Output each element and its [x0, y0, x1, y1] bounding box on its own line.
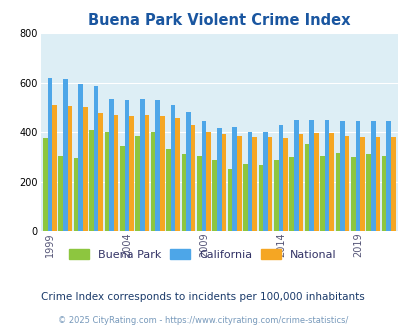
Bar	[278, 125, 282, 231]
Bar	[243, 164, 247, 231]
Bar	[144, 115, 149, 231]
Bar	[298, 135, 303, 231]
Bar	[119, 146, 124, 231]
Bar	[304, 145, 309, 231]
Bar	[181, 154, 185, 231]
Bar	[216, 128, 221, 231]
Bar	[267, 137, 272, 231]
Bar	[319, 155, 324, 231]
Bar	[335, 153, 339, 231]
Bar	[282, 138, 287, 231]
Bar	[262, 132, 267, 231]
Bar	[171, 105, 175, 231]
Bar	[98, 114, 103, 231]
Bar	[129, 116, 133, 231]
Bar	[370, 121, 375, 231]
Bar	[386, 121, 390, 231]
Bar	[309, 120, 313, 231]
Bar	[74, 158, 78, 231]
Bar	[94, 86, 98, 231]
Bar	[258, 165, 262, 231]
Bar	[104, 132, 109, 231]
Bar	[365, 154, 370, 231]
Bar	[289, 157, 293, 231]
Bar	[324, 120, 328, 231]
Bar	[252, 137, 256, 231]
Bar	[190, 125, 195, 231]
Bar	[359, 137, 364, 231]
Bar	[212, 160, 216, 231]
Bar	[52, 105, 57, 231]
Text: Crime Index corresponds to incidents per 100,000 inhabitants: Crime Index corresponds to incidents per…	[41, 292, 364, 302]
Bar	[150, 132, 155, 231]
Bar	[196, 155, 201, 231]
Bar	[237, 136, 241, 231]
Bar	[201, 121, 206, 231]
Bar	[113, 115, 118, 231]
Bar	[375, 137, 379, 231]
Bar	[78, 84, 83, 231]
Bar	[185, 112, 190, 231]
Bar	[293, 120, 298, 231]
Bar	[63, 79, 67, 231]
Bar	[166, 149, 171, 231]
Bar	[227, 169, 232, 231]
Legend: Buena Park, California, National: Buena Park, California, National	[69, 249, 336, 260]
Bar	[47, 78, 52, 231]
Bar	[160, 116, 164, 231]
Text: © 2025 CityRating.com - https://www.cityrating.com/crime-statistics/: © 2025 CityRating.com - https://www.city…	[58, 315, 347, 325]
Bar	[89, 130, 94, 231]
Bar	[135, 136, 140, 231]
Bar	[355, 121, 359, 231]
Bar	[155, 100, 160, 231]
Bar	[247, 132, 252, 231]
Bar	[43, 138, 47, 231]
Title: Buena Park Violent Crime Index: Buena Park Violent Crime Index	[88, 13, 350, 28]
Bar	[221, 135, 226, 231]
Bar	[344, 136, 349, 231]
Bar	[67, 106, 72, 231]
Bar	[328, 133, 333, 231]
Bar	[313, 133, 318, 231]
Bar	[381, 155, 386, 231]
Bar	[390, 137, 394, 231]
Bar	[109, 99, 113, 231]
Bar	[175, 118, 179, 231]
Bar	[124, 100, 129, 231]
Bar	[58, 155, 63, 231]
Bar	[232, 127, 237, 231]
Bar	[83, 107, 87, 231]
Bar	[350, 157, 355, 231]
Bar	[339, 121, 344, 231]
Bar	[206, 132, 210, 231]
Bar	[140, 99, 144, 231]
Bar	[273, 160, 278, 231]
